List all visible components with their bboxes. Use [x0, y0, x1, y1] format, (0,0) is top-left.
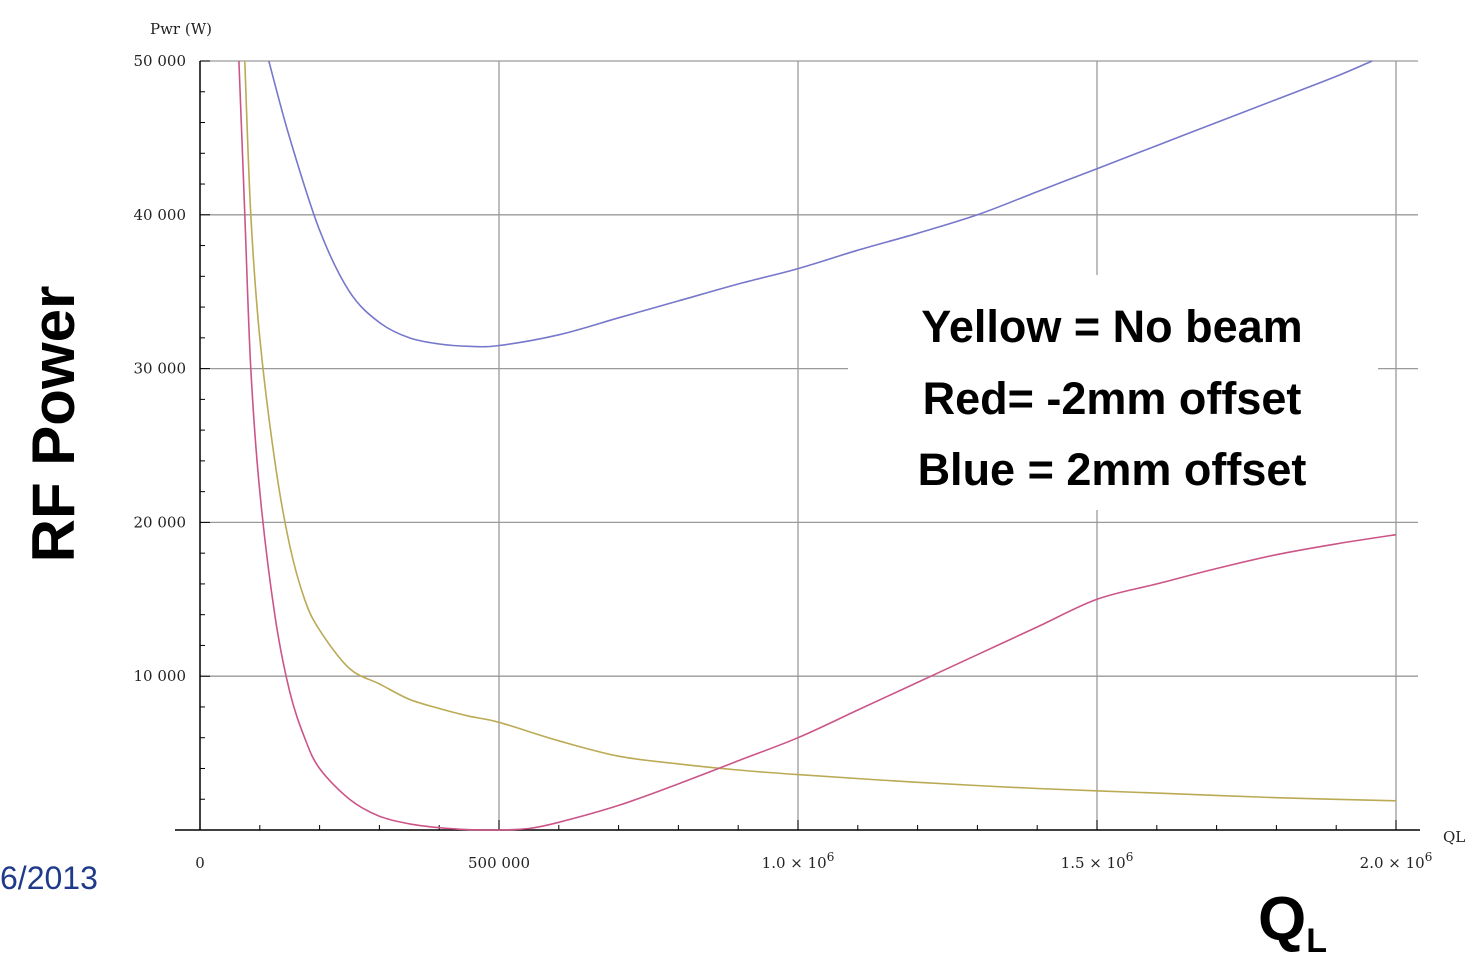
- y-axis-title: RF Power: [20, 286, 87, 563]
- legend-line-blue: Blue = 2mm offset: [918, 444, 1307, 495]
- grid-lines: [200, 60, 1418, 830]
- legend-background: [848, 275, 1378, 510]
- y-tick-label: 30 000: [134, 360, 187, 378]
- y-tick-label: 10 000: [134, 667, 187, 685]
- y-axis-small-title: Pwr (W): [150, 20, 212, 38]
- series-line-1: [244, 60, 1397, 802]
- x-tick-label: 1.0 × 106: [762, 850, 835, 872]
- y-tick-label: 40 000: [134, 206, 187, 224]
- series-line-0: [268, 60, 1373, 348]
- x-tick-label: 1.5 × 106: [1061, 850, 1134, 872]
- slide-date: 6/2013: [0, 860, 98, 896]
- x-tick-label: 500 000: [468, 854, 530, 872]
- x-axis-title-sub: L: [1306, 922, 1327, 959]
- y-tick-label: 50 000: [134, 52, 187, 70]
- legend-line-red: Red= -2mm offset: [923, 373, 1302, 424]
- x-axis-small-title: QL: [1443, 828, 1465, 846]
- legend-line-yellow: Yellow = No beam: [921, 301, 1302, 352]
- x-tick-label: 0: [195, 854, 205, 872]
- x-tick-label: 2.0 × 106: [1360, 850, 1433, 872]
- tick-labels: 10 000 20 000 30 000 40 000 50 000 0 500 000 1.…: [134, 52, 1433, 872]
- x-axis-title-main: Q: [1258, 885, 1306, 954]
- y-tick-label: 20 000: [134, 513, 187, 531]
- series-group: [238, 60, 1397, 831]
- axes: [175, 60, 1420, 831]
- x-axis-title: QL: [1258, 885, 1327, 959]
- series-line-2: [238, 60, 1397, 831]
